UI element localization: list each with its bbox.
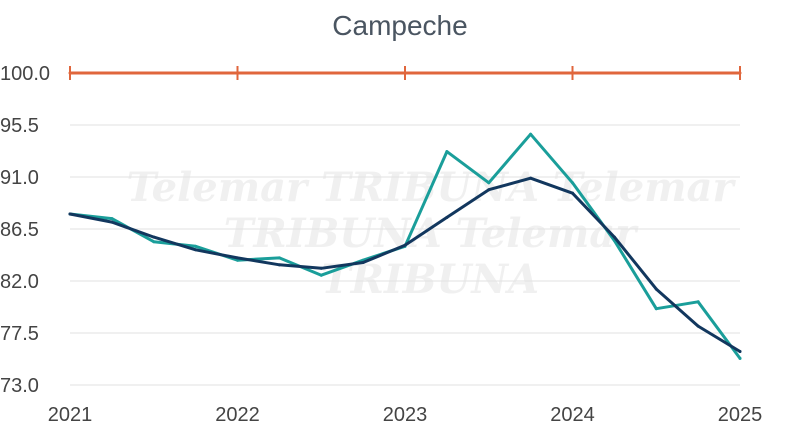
series-1-point [361,261,365,265]
series-0-point [571,181,574,185]
series-1-point [738,349,742,353]
series-0-point [529,132,533,136]
series-1-point [236,256,239,260]
series-1-point [529,176,533,180]
series-0-point [152,240,156,244]
series-1-point [152,235,156,239]
series-line-1 [68,176,742,353]
y-tick-label: 82.0 [0,271,39,293]
series-1-point [68,212,72,216]
series-0-point [194,244,198,248]
series-1-point [612,235,616,239]
y-tick-label: 73.0 [0,375,39,397]
y-tick-label: 100.0 [0,63,50,85]
series-1-point [110,220,114,224]
series-1-point [445,215,449,219]
series-0-point [696,300,700,304]
y-tick-label: 86.5 [0,219,39,241]
series-0-point [319,273,323,277]
y-tick-label: 95.5 [0,115,39,137]
x-tick-label: 2022 [215,404,260,426]
series-0-point [654,307,658,311]
x-tick-label: 2023 [383,404,428,426]
series-1-point [319,266,323,270]
series-0-point [110,217,114,221]
x-tick-label: 2021 [48,404,93,426]
series-0-point [738,356,742,360]
series-1-point [403,243,407,247]
series-1-point [487,188,491,192]
series-1-point [654,287,658,291]
x-tick-label: 2024 [550,404,595,426]
series-0-point [487,181,491,185]
series-1-point [194,248,198,252]
series-0-point [277,256,281,260]
y-tick-label: 77.5 [0,323,39,345]
series-1-point [571,191,574,195]
x-tick-label: 2025 [718,404,763,426]
series-0-point [445,150,449,154]
y-tick-label: 91.0 [0,167,39,189]
chart-title: Campeche [332,10,468,41]
series-1-point [277,263,281,267]
series-1-point [696,324,700,328]
